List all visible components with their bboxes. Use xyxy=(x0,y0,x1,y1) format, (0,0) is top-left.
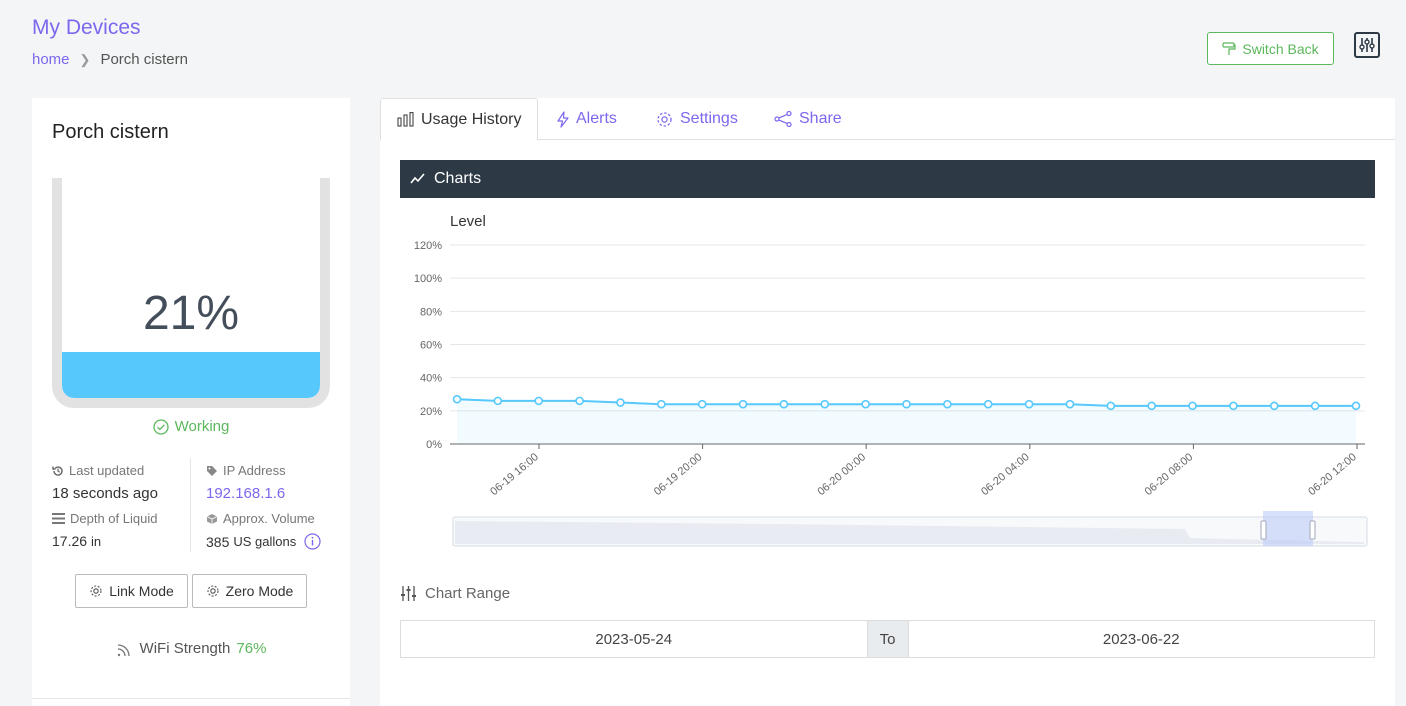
volume-value: 385 US gallons xyxy=(206,533,321,550)
y-tick-label: 0% xyxy=(426,439,442,451)
data-point xyxy=(1188,401,1197,411)
status-text: Working xyxy=(174,418,230,435)
y-tick-label: 80% xyxy=(420,306,442,318)
data-point xyxy=(534,396,544,406)
y-tick-label: 20% xyxy=(420,406,442,418)
line-chart-icon xyxy=(410,173,425,184)
data-point xyxy=(902,399,911,409)
data-point xyxy=(493,396,503,406)
depth-label: Depth of Liquid xyxy=(52,511,157,526)
tab-usage-history[interactable]: Usage History xyxy=(380,98,539,141)
y-tick-label: 100% xyxy=(414,273,442,285)
device-card: Porch cistern 21% Working Last updated 1… xyxy=(32,98,350,706)
data-point xyxy=(779,399,789,409)
status-indicator: Working xyxy=(32,418,350,435)
data-point xyxy=(1269,401,1279,411)
bars-icon xyxy=(52,513,65,524)
breadcrumb-home-link[interactable]: home xyxy=(32,51,70,68)
data-point xyxy=(820,399,830,409)
data-point xyxy=(1024,399,1034,409)
zoom-handle-right xyxy=(1309,520,1316,540)
chevron-right-icon: ❯ xyxy=(79,51,91,67)
ip-address-label: IP Address xyxy=(206,463,286,478)
meta-divider xyxy=(190,458,191,552)
range-end-input[interactable] xyxy=(908,621,1374,657)
data-point xyxy=(575,396,584,406)
share-icon xyxy=(774,111,792,127)
device-name: Porch cistern xyxy=(52,121,169,143)
last-updated-value: 18 seconds ago xyxy=(52,485,158,502)
data-point xyxy=(1147,401,1156,411)
tag-icon xyxy=(207,465,217,476)
data-point xyxy=(738,399,748,409)
level-chart: Level 0% 20% 40% 60% 80% 100% 120% 06-19 16:00 06… xyxy=(414,213,1368,547)
tab-alerts[interactable]: Alerts xyxy=(557,98,617,140)
ip-address-value: 192.168.1.6 xyxy=(206,485,286,502)
check-circle-icon xyxy=(152,418,169,435)
gear-icon xyxy=(207,585,219,597)
data-point xyxy=(943,399,952,409)
y-tick-label: 40% xyxy=(420,373,442,385)
gear-icon xyxy=(657,111,672,127)
chart-range-label: Chart Range xyxy=(400,585,510,602)
info-icon[interactable] xyxy=(304,533,321,550)
chart-title: Level xyxy=(450,213,486,230)
x-tick-label: 06-19 20:00 xyxy=(652,451,705,498)
last-updated-label: Last updated xyxy=(52,463,144,478)
x-tick-label: 06-20 04:00 xyxy=(979,451,1032,498)
y-tick-label: 60% xyxy=(420,340,442,352)
data-point xyxy=(1351,401,1361,411)
data-point xyxy=(861,399,870,409)
zero-mode-button[interactable]: Zero Mode xyxy=(192,574,307,608)
volume-label: Approx. Volume xyxy=(206,511,315,526)
tank-level-percent: 21% xyxy=(142,287,240,340)
charts-header: Charts xyxy=(400,160,1375,198)
gear-icon xyxy=(90,585,102,597)
data-point xyxy=(616,398,625,407)
x-tick-label: 06-20 00:00 xyxy=(815,451,868,498)
chart-range-picker: To xyxy=(400,620,1375,658)
data-point xyxy=(1229,401,1238,411)
range-to-label: To xyxy=(866,621,909,657)
link-mode-button[interactable]: Link Mode xyxy=(75,574,188,608)
x-tick-label: 06-20 12:00 xyxy=(1306,451,1359,498)
zoom-slider-window xyxy=(1263,511,1313,546)
data-point xyxy=(452,394,462,404)
cube-icon xyxy=(206,513,218,524)
page-title: My Devices xyxy=(32,16,141,39)
bolt-icon xyxy=(557,110,569,128)
y-tick-label: 120% xyxy=(414,240,442,252)
data-point xyxy=(697,399,707,409)
switch-back-label: Switch Back xyxy=(1242,40,1319,57)
breadcrumb: home ❯ Porch cistern xyxy=(32,51,188,68)
data-point xyxy=(1106,401,1116,411)
card-divider xyxy=(32,698,350,699)
tank-fill xyxy=(62,352,320,398)
bar-chart-icon xyxy=(397,112,414,127)
series-area xyxy=(457,399,1356,444)
tank-gauge: 21% xyxy=(52,178,330,408)
x-tick-label: 06-19 16:00 xyxy=(488,451,541,498)
zoom-slider-preview xyxy=(455,521,1364,544)
zoom-handle-left xyxy=(1260,520,1267,540)
tab-share[interactable]: Share xyxy=(774,98,842,140)
filter-settings-icon[interactable] xyxy=(1353,31,1381,59)
tab-bar: Usage History Alerts Settings Share xyxy=(380,98,1395,141)
breadcrumb-current: Porch cistern xyxy=(100,51,188,68)
tab-settings[interactable]: Settings xyxy=(656,98,738,140)
main-panel: Usage History Alerts Settings Share Char… xyxy=(380,98,1395,706)
wifi-icon xyxy=(117,643,130,656)
data-point xyxy=(983,399,993,409)
data-point xyxy=(1310,401,1320,411)
data-point xyxy=(657,399,666,409)
range-start-input[interactable] xyxy=(401,621,867,657)
switch-back-button[interactable]: Switch Back xyxy=(1207,32,1334,65)
x-tick-label: 06-20 08:00 xyxy=(1143,451,1196,498)
data-point xyxy=(1065,399,1075,409)
paint-roller-icon xyxy=(1222,41,1236,55)
history-icon xyxy=(52,465,63,476)
depth-value: 17.26 in xyxy=(52,533,102,549)
sliders-icon xyxy=(401,586,416,601)
wifi-strength: WiFi Strength 76% xyxy=(32,640,350,657)
